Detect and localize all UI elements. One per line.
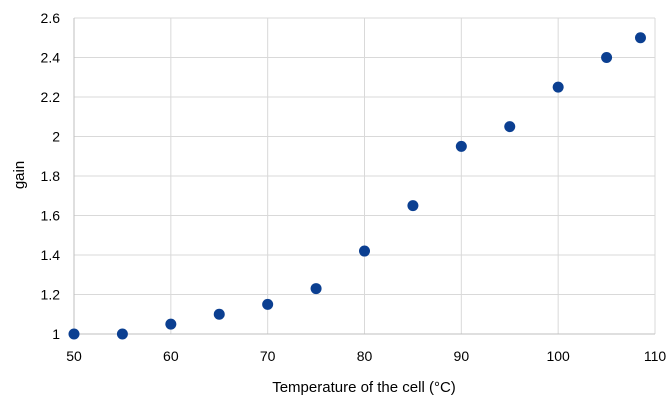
- data-point: [116, 328, 128, 340]
- data-point: [213, 308, 225, 320]
- x-tick-label: 50: [66, 348, 82, 364]
- data-point: [165, 318, 177, 330]
- data-point: [359, 245, 370, 257]
- y-tick-label: 1.8: [41, 168, 61, 184]
- tick-labels: 1 1.2 1.4 1.6 1.8 2 2.2 2.4 2.6 50 60 70 80 90 100 110: [41, 10, 667, 364]
- y-axis-title: gain: [11, 161, 28, 189]
- axes: [73, 18, 655, 335]
- data-point: [310, 283, 322, 295]
- grid: [74, 17, 656, 334]
- x-tick-label: 80: [357, 348, 373, 364]
- x-tick-label: 60: [163, 348, 179, 364]
- x-tick-label: 110: [644, 348, 667, 364]
- y-tick-label: 2.4: [41, 50, 61, 66]
- x-tick-label: 90: [454, 348, 470, 364]
- data-point: [552, 81, 564, 93]
- data-points: [68, 32, 646, 340]
- y-tick-label: 1.4: [41, 247, 61, 263]
- data-point: [601, 52, 613, 63]
- data-point: [407, 200, 419, 212]
- x-tick-label: 100: [546, 348, 570, 364]
- data-point: [504, 121, 516, 133]
- y-tick-label: 2.6: [41, 10, 61, 26]
- x-tick-label: 70: [260, 348, 276, 364]
- data-point: [634, 32, 646, 44]
- y-tick-label: 2.2: [41, 89, 61, 105]
- data-point: [262, 298, 274, 310]
- y-tick-label: 2: [52, 129, 60, 145]
- y-tick-label: 1.2: [41, 287, 61, 303]
- x-axis-title: Temperature of the cell (°C): [272, 379, 456, 396]
- data-point: [455, 140, 467, 152]
- data-point: [68, 328, 80, 340]
- y-tick-label: 1.6: [41, 208, 61, 224]
- y-tick-label: 1: [52, 326, 60, 342]
